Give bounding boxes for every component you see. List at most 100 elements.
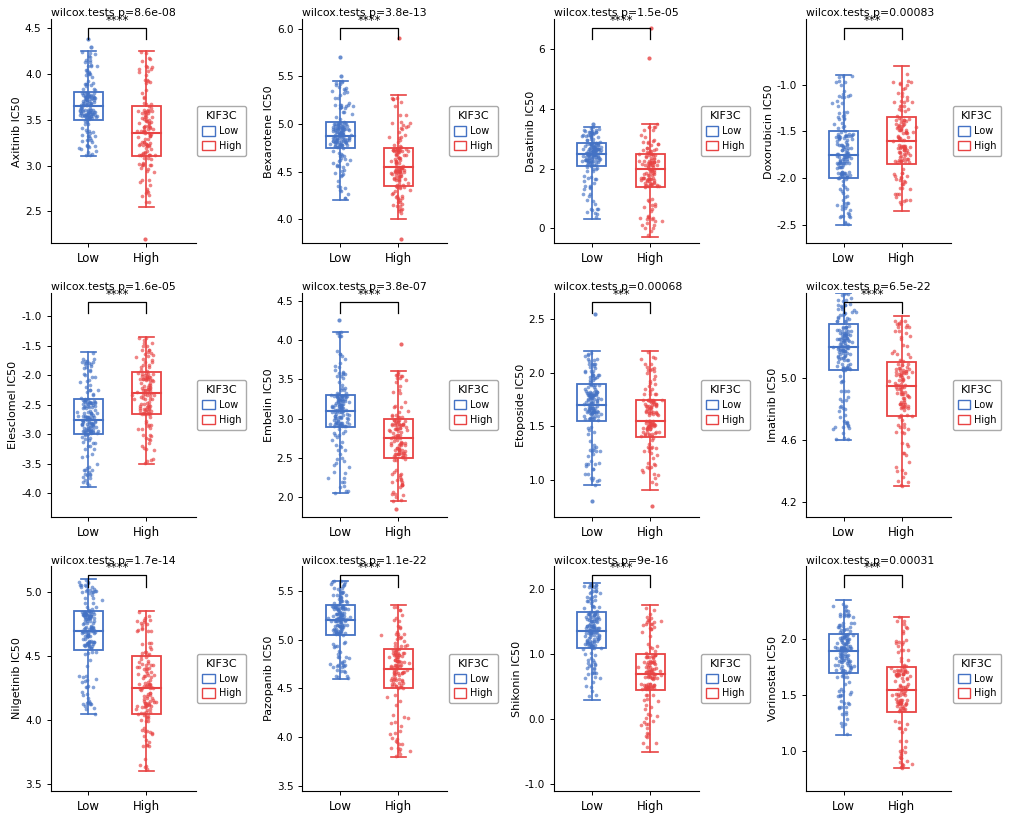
Point <box>828 135 845 148</box>
Point <box>82 635 98 648</box>
Point <box>79 88 96 101</box>
Text: wilcox.tests p=0.00031: wilcox.tests p=0.00031 <box>805 556 933 566</box>
Point <box>141 360 157 374</box>
Point <box>84 585 100 599</box>
Point <box>891 679 907 692</box>
Point <box>383 672 399 685</box>
Point <box>633 626 649 639</box>
Point <box>833 300 849 313</box>
Point <box>330 126 346 139</box>
Point <box>139 704 155 717</box>
Point <box>644 666 660 679</box>
Point <box>129 422 146 435</box>
Point <box>380 650 396 663</box>
Point <box>338 120 355 133</box>
Point <box>334 381 351 394</box>
Point <box>888 692 904 705</box>
Point <box>827 360 844 373</box>
Point <box>81 691 97 704</box>
Point <box>638 692 654 705</box>
Point <box>829 341 846 354</box>
Point <box>137 697 153 710</box>
Point <box>833 357 849 370</box>
Point <box>76 56 93 69</box>
Point <box>891 154 907 167</box>
Point <box>330 398 346 411</box>
Point <box>894 358 910 371</box>
Point <box>329 136 345 149</box>
Point <box>584 401 600 415</box>
Point <box>330 392 346 406</box>
Point <box>895 615 911 628</box>
Point <box>332 70 348 83</box>
Point <box>396 396 413 409</box>
Point <box>587 639 603 652</box>
Point <box>836 604 852 617</box>
Point <box>86 635 102 649</box>
Point <box>896 154 912 167</box>
Point <box>78 78 95 91</box>
Point <box>892 149 908 163</box>
Point <box>586 580 602 594</box>
Point <box>392 679 409 692</box>
Point <box>139 678 155 691</box>
Point <box>385 142 401 155</box>
Point <box>142 399 158 412</box>
Point <box>78 139 95 152</box>
Point <box>388 433 405 447</box>
Point <box>334 427 351 440</box>
Point <box>827 641 844 654</box>
Point <box>332 118 348 131</box>
Point <box>640 194 656 207</box>
Point <box>581 402 597 415</box>
Point <box>581 374 597 387</box>
Point <box>589 155 605 168</box>
Point <box>77 401 94 415</box>
Point <box>833 394 849 407</box>
Legend: Low, High: Low, High <box>952 654 1001 704</box>
Point <box>330 129 346 142</box>
Point <box>579 638 595 651</box>
Point <box>143 404 159 417</box>
Point <box>846 617 862 630</box>
Point <box>75 406 92 420</box>
Point <box>643 224 659 237</box>
Point <box>75 623 92 636</box>
Point <box>838 139 854 152</box>
Point <box>834 88 850 101</box>
Point <box>336 135 353 148</box>
Point <box>588 604 604 617</box>
Point <box>891 734 907 747</box>
Point <box>586 671 602 684</box>
Point <box>890 131 906 144</box>
Point <box>390 677 407 690</box>
Point <box>839 362 855 375</box>
Point <box>333 121 350 134</box>
Point <box>387 454 404 467</box>
Point <box>74 402 91 415</box>
Point <box>592 641 608 654</box>
Point <box>387 148 404 161</box>
Point <box>136 406 152 419</box>
Point <box>896 143 912 156</box>
Point <box>137 105 153 118</box>
Point <box>139 114 155 127</box>
Point <box>642 402 658 415</box>
Point <box>582 628 598 641</box>
Point <box>327 135 343 149</box>
Point <box>836 143 852 156</box>
Point <box>894 702 910 715</box>
Point <box>343 108 360 121</box>
Point <box>132 649 149 663</box>
Point <box>575 642 591 655</box>
Point <box>391 140 408 153</box>
Point <box>834 170 850 183</box>
Point <box>641 172 657 186</box>
Point <box>333 122 350 135</box>
Point <box>329 404 345 417</box>
Point <box>81 428 97 441</box>
Point <box>330 658 346 672</box>
Point <box>840 633 856 646</box>
Point <box>638 602 654 615</box>
Point <box>393 450 410 463</box>
